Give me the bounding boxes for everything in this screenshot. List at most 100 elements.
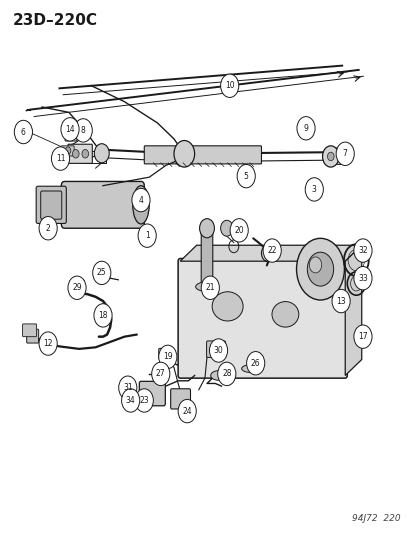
Text: 11: 11 [56, 154, 65, 163]
Text: 17: 17 [357, 332, 367, 341]
Text: 30: 30 [213, 346, 223, 355]
Text: 31: 31 [123, 383, 132, 392]
Circle shape [119, 376, 137, 399]
Circle shape [335, 142, 354, 165]
Text: 7: 7 [342, 149, 347, 158]
Circle shape [61, 118, 79, 141]
Ellipse shape [133, 185, 149, 224]
Circle shape [25, 127, 32, 137]
Circle shape [353, 325, 371, 349]
FancyBboxPatch shape [22, 324, 36, 337]
Circle shape [220, 220, 233, 236]
Text: 3: 3 [311, 185, 316, 194]
Circle shape [155, 368, 163, 379]
Circle shape [331, 289, 349, 313]
Polygon shape [180, 245, 361, 261]
Circle shape [304, 177, 323, 201]
Circle shape [94, 304, 112, 327]
Text: 2: 2 [46, 224, 50, 233]
Circle shape [327, 152, 333, 161]
FancyBboxPatch shape [144, 146, 261, 164]
Circle shape [230, 219, 248, 242]
Text: 25: 25 [97, 269, 106, 277]
Text: 23: 23 [139, 396, 149, 405]
Circle shape [217, 362, 235, 385]
Circle shape [306, 252, 333, 286]
Circle shape [151, 362, 169, 385]
FancyBboxPatch shape [127, 392, 138, 401]
FancyBboxPatch shape [68, 144, 92, 164]
FancyBboxPatch shape [61, 146, 74, 156]
Circle shape [220, 74, 238, 98]
Circle shape [68, 276, 86, 300]
Circle shape [263, 239, 280, 262]
Circle shape [209, 339, 227, 362]
Circle shape [296, 117, 314, 140]
Text: 4: 4 [138, 196, 143, 205]
Circle shape [178, 399, 196, 423]
FancyBboxPatch shape [73, 280, 84, 292]
Circle shape [72, 150, 79, 158]
FancyBboxPatch shape [36, 186, 66, 223]
Text: 18: 18 [98, 311, 107, 320]
Text: 6: 6 [21, 127, 26, 136]
Text: 1: 1 [145, 231, 149, 240]
Text: 10: 10 [224, 81, 234, 90]
Text: 8: 8 [81, 126, 85, 135]
Text: 21: 21 [205, 283, 214, 292]
Circle shape [80, 135, 85, 141]
Circle shape [74, 119, 92, 142]
Text: 34: 34 [126, 396, 135, 405]
Text: 19: 19 [163, 352, 172, 361]
Circle shape [39, 216, 57, 240]
Text: 14: 14 [65, 125, 75, 134]
Ellipse shape [210, 370, 226, 380]
FancyBboxPatch shape [158, 349, 169, 359]
Text: 12: 12 [43, 339, 53, 348]
Text: 24: 24 [182, 407, 192, 416]
Circle shape [246, 352, 264, 375]
Circle shape [173, 141, 194, 167]
FancyBboxPatch shape [201, 229, 212, 286]
FancyBboxPatch shape [139, 381, 165, 406]
Text: 28: 28 [221, 369, 231, 378]
Circle shape [199, 219, 214, 238]
FancyBboxPatch shape [206, 341, 225, 358]
Circle shape [51, 147, 69, 170]
Circle shape [202, 280, 211, 293]
Circle shape [132, 188, 150, 212]
Circle shape [353, 266, 371, 290]
Text: 94J72  220: 94J72 220 [351, 514, 400, 523]
Text: 20: 20 [234, 226, 243, 235]
Text: 26: 26 [250, 359, 260, 368]
Text: 23D–220C: 23D–220C [13, 13, 98, 28]
Circle shape [296, 238, 344, 300]
Circle shape [135, 389, 153, 412]
Text: 27: 27 [156, 369, 165, 378]
Circle shape [237, 165, 255, 188]
Text: 33: 33 [357, 273, 367, 282]
Circle shape [121, 389, 140, 412]
Text: 29: 29 [72, 283, 82, 292]
Ellipse shape [211, 292, 242, 321]
Polygon shape [344, 245, 361, 375]
Text: 32: 32 [357, 246, 367, 255]
FancyBboxPatch shape [40, 191, 62, 219]
Circle shape [93, 261, 111, 285]
Ellipse shape [122, 386, 133, 394]
Text: 22: 22 [267, 246, 276, 255]
Ellipse shape [195, 282, 218, 292]
Ellipse shape [271, 302, 298, 327]
Circle shape [138, 224, 156, 247]
Circle shape [82, 150, 88, 158]
Text: 9: 9 [303, 124, 308, 133]
Circle shape [353, 239, 371, 262]
Circle shape [158, 345, 176, 368]
Circle shape [322, 146, 338, 167]
Circle shape [201, 276, 219, 300]
FancyBboxPatch shape [170, 389, 190, 409]
FancyBboxPatch shape [327, 148, 342, 165]
FancyBboxPatch shape [178, 259, 347, 378]
Circle shape [309, 257, 321, 273]
Circle shape [94, 144, 109, 163]
